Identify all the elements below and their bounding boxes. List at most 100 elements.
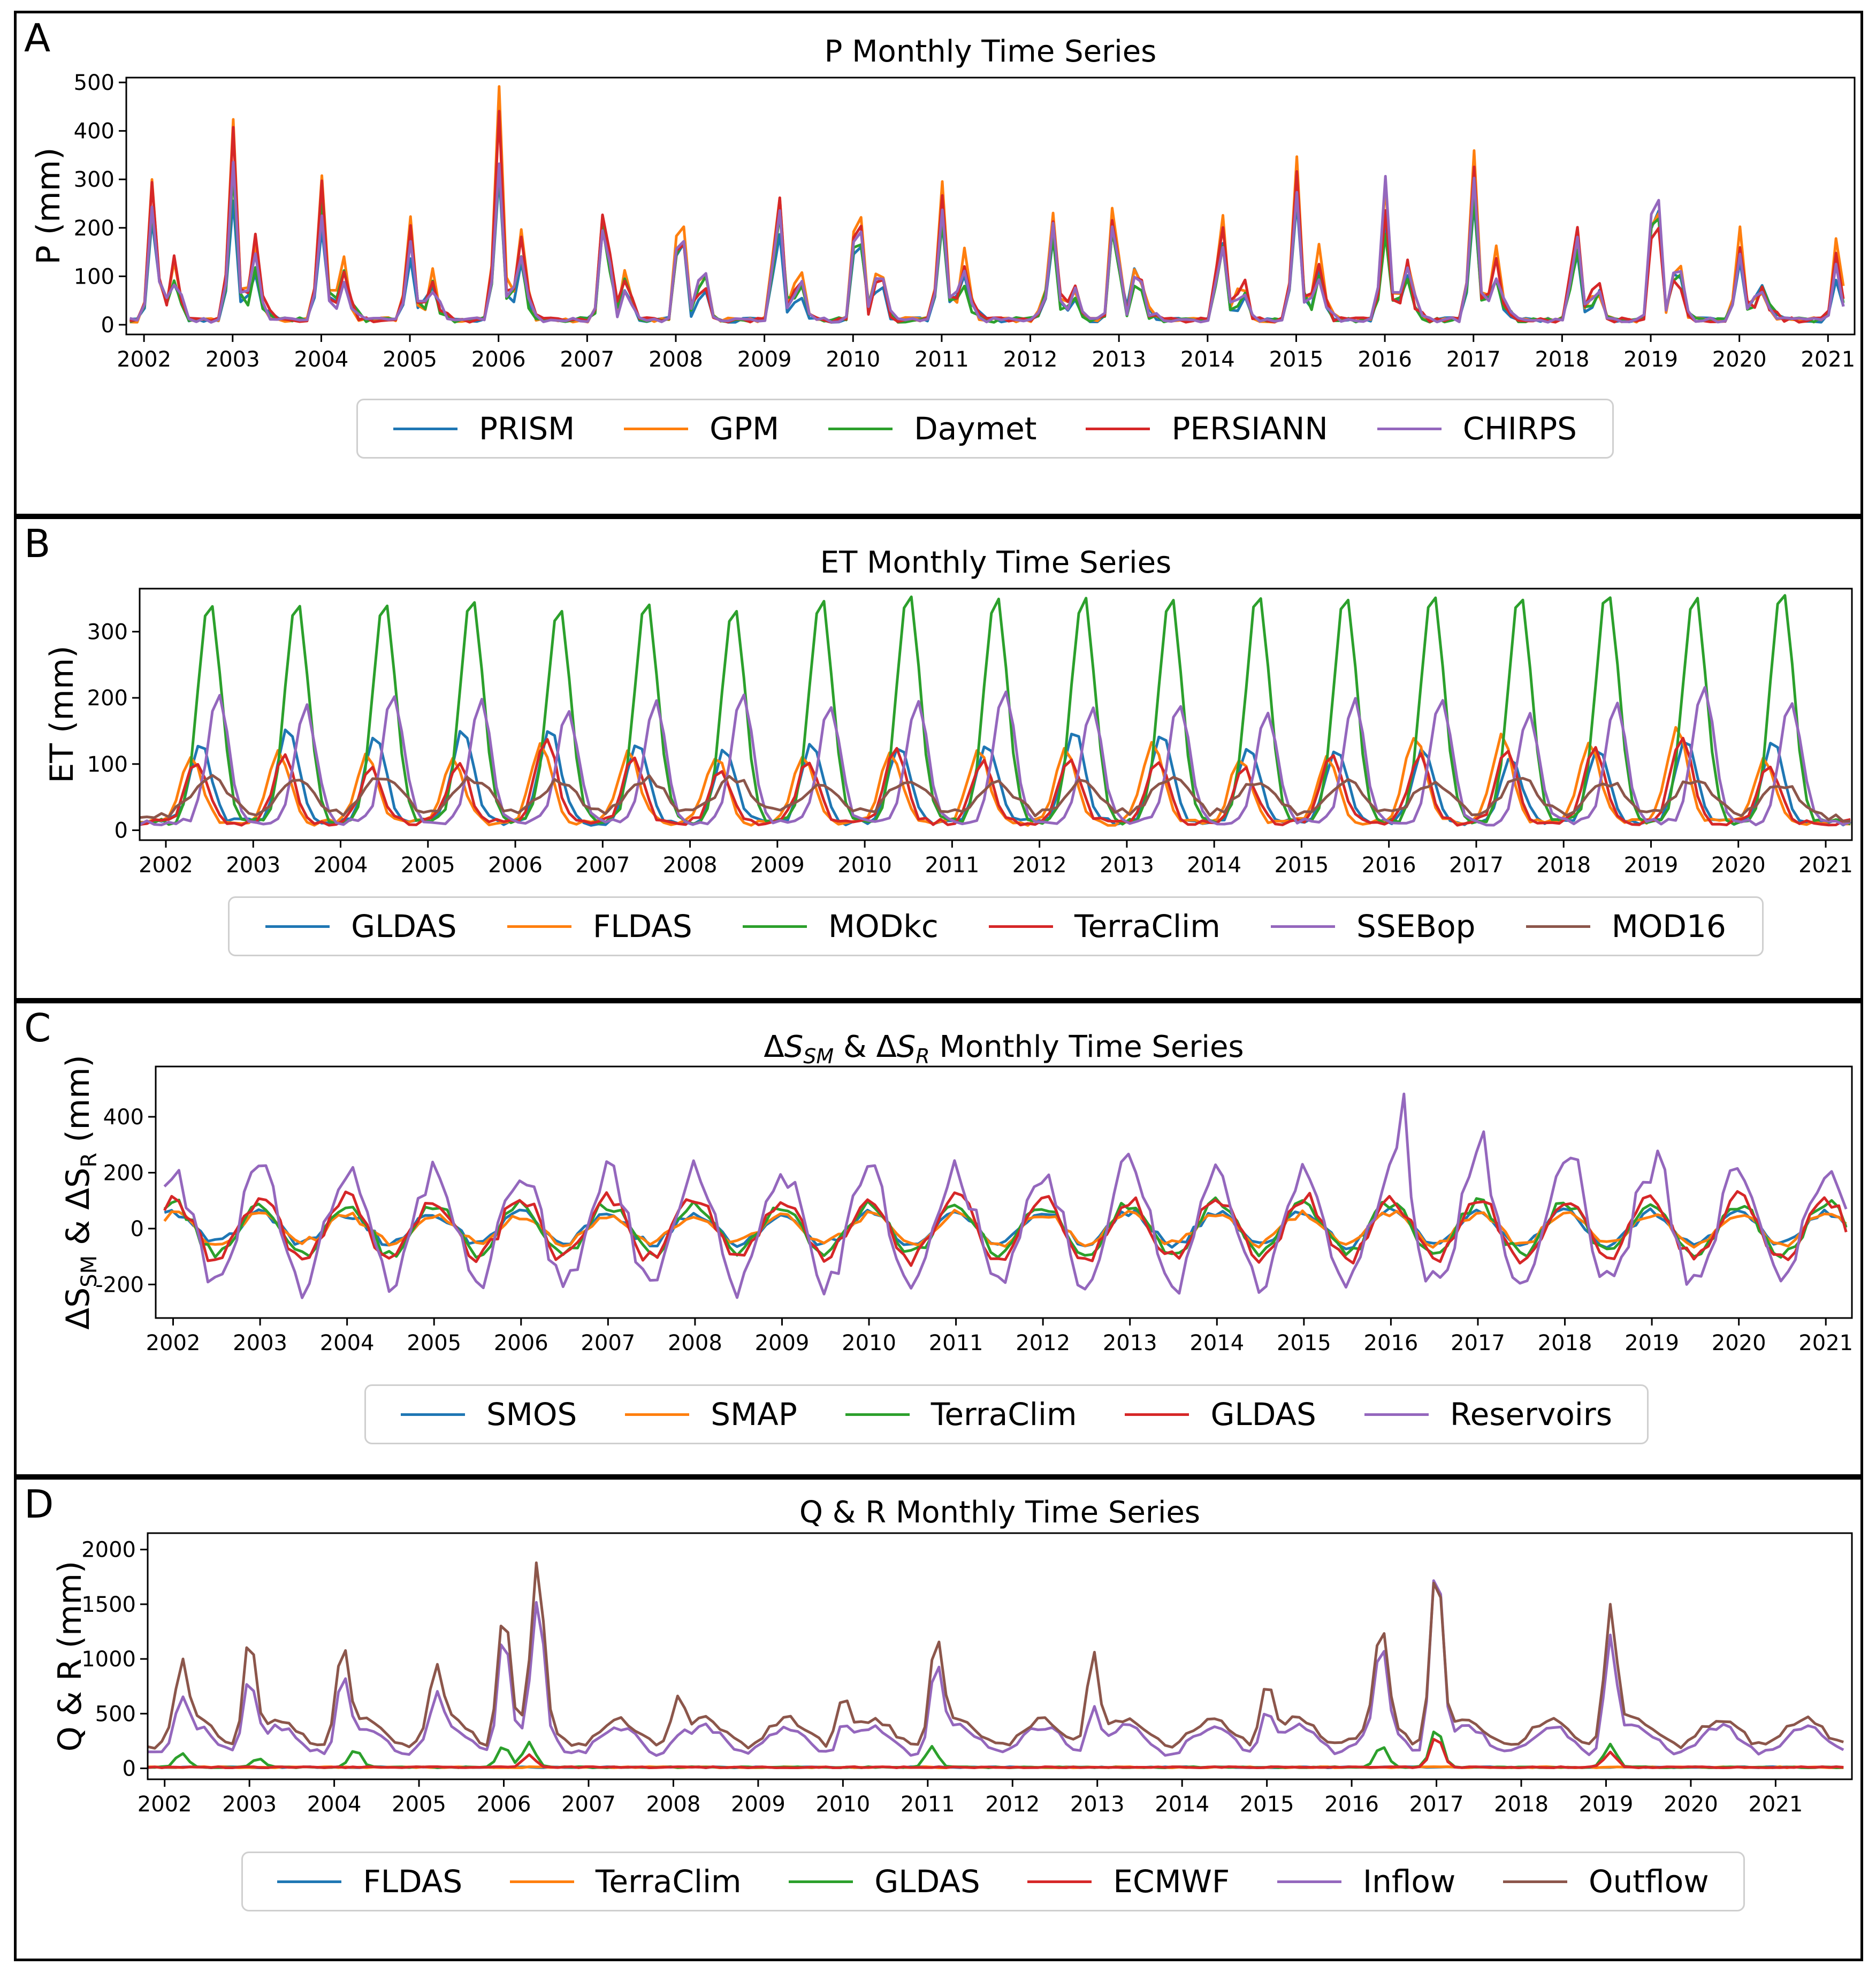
legend-swatch <box>1271 925 1336 928</box>
series-line-gldas <box>163 1190 1848 1267</box>
legend-swatch <box>742 925 807 928</box>
legend-swatch <box>828 427 893 430</box>
x-tick-label: 2010 <box>815 1792 870 1817</box>
legend-item-smos: SMOS <box>400 1396 577 1433</box>
x-tick-label: 2009 <box>750 853 805 878</box>
legend-item-daymet: Daymet <box>828 410 1037 447</box>
legend-item-gldas: GLDAS <box>1125 1396 1316 1433</box>
legend-label: MODkc <box>828 908 939 944</box>
legend-label: PRISM <box>478 410 575 447</box>
legend-swatch <box>625 1413 690 1416</box>
legend-item-persiann: PERSIANN <box>1086 410 1328 447</box>
series-line-inflow <box>148 1579 1844 1757</box>
x-tick-label: 2002 <box>117 347 171 372</box>
panel-c-label: C <box>24 1005 51 1050</box>
panel-b: B ET Monthly Time Series ET (mm) 0 100 200 30… <box>14 516 1863 1001</box>
x-tick-label: 2021 <box>1748 1792 1803 1817</box>
y-axis-label: Q & R (mm) <box>51 1561 89 1752</box>
legend-item-reservoirs: Reservoirs <box>1364 1396 1612 1433</box>
x-tick-label: 2011 <box>925 853 979 878</box>
series-line-mod16 <box>140 774 1851 823</box>
x-tick-label: 2020 <box>1664 1792 1718 1817</box>
y-axis-label: ET (mm) <box>43 645 81 783</box>
y-axis-label: P (mm) <box>30 148 67 265</box>
legend-a: PRISM GPM Daymet PERSIANN CHIRPS <box>356 399 1614 459</box>
legend-swatch <box>789 1880 853 1883</box>
x-tick-label: 2010 <box>837 853 892 878</box>
x-tick-label: 2014 <box>1180 347 1235 372</box>
x-tick-label: 2014 <box>1187 853 1241 878</box>
legend-item-prism: PRISM <box>393 410 575 447</box>
x-tick-label: 2006 <box>477 1792 531 1817</box>
legend-label: TerraClim <box>931 1396 1077 1433</box>
panel-d: D Q & R Monthly Time Series Q & R (mm) 0 50… <box>14 1477 1863 1961</box>
legend-item-terraclim: TerraClim <box>845 1396 1077 1433</box>
x-tick-label: 2018 <box>1494 1792 1549 1817</box>
series-line-persiann <box>129 110 1845 324</box>
legend-swatch <box>277 1880 342 1883</box>
series-line-ecmwf <box>148 1738 1844 1769</box>
plot-frame <box>147 1532 1853 1780</box>
y-tick-label: 500 <box>95 1702 136 1726</box>
x-tick-label: 2002 <box>138 1792 192 1817</box>
x-tick-label: 2018 <box>1538 1331 1592 1355</box>
legend-label: GPM <box>710 410 780 447</box>
legend-label: FLDAS <box>592 908 692 944</box>
x-tick-label: 2009 <box>755 1331 810 1355</box>
y-tick-label: 0 <box>101 313 115 338</box>
x-tick-label: 2012 <box>985 1792 1040 1817</box>
x-tick-label: 2008 <box>668 1331 722 1355</box>
x-tick-label: 2003 <box>222 1792 277 1817</box>
x-tick-label: 2005 <box>401 853 455 878</box>
x-tick-label: 2020 <box>1712 347 1767 372</box>
x-tick-label: 2004 <box>320 1331 375 1355</box>
series-line-daymet <box>129 166 1845 324</box>
y-tick-label: 0 <box>115 818 128 843</box>
x-tick-label: 2019 <box>1625 1331 1679 1355</box>
chart-title: ΔSSM & ΔSR Monthly Time Series <box>764 1030 1244 1068</box>
x-tick-label: 2008 <box>663 853 718 878</box>
plot-frame <box>139 588 1853 841</box>
legend-label: TerraClim <box>595 1863 742 1900</box>
legend-b: GLDAS FLDAS MODkc TerraClim SSEBop MOD16 <box>228 896 1764 956</box>
y-tick-label: 2000 <box>81 1538 136 1563</box>
x-tick-label: 2020 <box>1712 1331 1766 1355</box>
legend-label: FLDAS <box>363 1863 463 1900</box>
x-tick-label: 2015 <box>1269 347 1324 372</box>
legend-label: SMOS <box>486 1396 577 1433</box>
x-tick-label: 2008 <box>646 1792 701 1817</box>
x-tick-label: 2021 <box>1798 1331 1853 1355</box>
y-tick-label: 1500 <box>81 1593 136 1617</box>
x-tick-label: 2012 <box>1012 853 1067 878</box>
x-tick-label: 2007 <box>575 853 630 878</box>
x-tick-label: 2011 <box>914 347 969 372</box>
panel-d-label: D <box>24 1482 54 1527</box>
x-tick-label: 2004 <box>314 853 368 878</box>
x-tick-label: 2018 <box>1535 347 1589 372</box>
x-tick-label: 2013 <box>1103 1331 1157 1355</box>
chart-title: P Monthly Time Series <box>825 34 1157 69</box>
legend-label: Inflow <box>1362 1863 1456 1900</box>
legend-swatch <box>1526 925 1590 928</box>
legend-item-chirps: CHIRPS <box>1377 410 1577 447</box>
chart-a: P Monthly Time Series P (mm) 0 100 200 300 400… <box>30 34 1856 372</box>
y-tick-label: 200 <box>87 686 128 711</box>
x-tick-label: 2013 <box>1100 853 1154 878</box>
series-line-chirps <box>129 161 1845 324</box>
legend-label: Daymet <box>914 410 1037 447</box>
x-tick-label: 2017 <box>1451 1331 1505 1355</box>
y-tick-label: 200 <box>103 1161 144 1185</box>
legend-label: SSEBop <box>1356 908 1476 944</box>
y-tick-label: 0 <box>123 1757 136 1781</box>
legend-swatch <box>393 427 457 430</box>
x-tick-label: 2007 <box>561 1792 616 1817</box>
y-tick-label: 1000 <box>81 1647 136 1672</box>
x-tick-label: 2005 <box>383 347 437 372</box>
x-tick-label: 2012 <box>1016 1331 1070 1355</box>
y-tick-label: 400 <box>103 1105 144 1130</box>
x-tick-label: 2015 <box>1240 1792 1294 1817</box>
x-tick-label: 2006 <box>471 347 526 372</box>
x-tick-label: 2015 <box>1275 853 1329 878</box>
x-tick-label: 2019 <box>1579 1792 1634 1817</box>
chart-title: Q & R Monthly Time Series <box>799 1495 1200 1530</box>
